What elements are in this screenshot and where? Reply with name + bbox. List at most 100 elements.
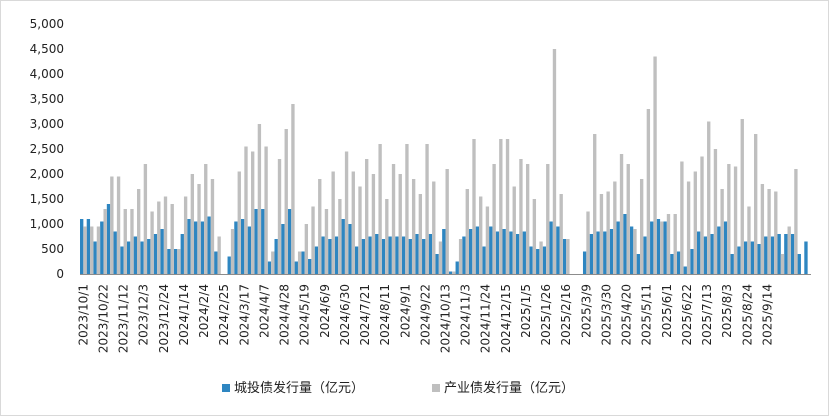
x-tick-label: 2023/11/12 — [117, 284, 131, 353]
bar-chanye — [96, 226, 101, 274]
bar-chengtou — [529, 246, 533, 274]
bar-chanye — [257, 124, 262, 274]
x-tick-label: 2024/3/17 — [237, 284, 251, 346]
bar-chanye — [378, 144, 382, 274]
bar-chengtou — [435, 254, 439, 274]
bar-chengtou — [254, 209, 258, 274]
bar-chanye — [539, 241, 543, 274]
bar-chengtou — [536, 249, 540, 274]
bar-chanye — [532, 199, 537, 274]
x-tick-label: 2024/9/22 — [418, 284, 432, 346]
bar-chengtou — [173, 249, 178, 274]
x-tick-label: 2024/6/9 — [318, 284, 332, 338]
bar-chanye — [794, 169, 798, 274]
bar-chanye — [760, 184, 765, 274]
bar-chengtou — [321, 236, 325, 274]
bar-chengtou — [676, 251, 681, 274]
bar-chengtou — [589, 234, 594, 274]
x-tick-label: 2024/11/3 — [459, 284, 473, 346]
bar-chanye — [83, 226, 87, 274]
bar-chanye — [90, 226, 94, 274]
bar-chanye — [639, 179, 644, 274]
x-tick-label: 2023/10/1 — [76, 284, 90, 346]
bar-chengtou — [247, 226, 252, 274]
bar-chanye — [666, 214, 671, 274]
x-axis: 2023/10/1 2023/10/22 2023/11/12 2023/12/3 20… — [76, 274, 811, 353]
bar-chengtou — [468, 229, 473, 274]
bar-chanye — [163, 196, 168, 274]
x-tick-label: 2024/2/25 — [217, 284, 231, 346]
bar-chengtou — [301, 251, 305, 274]
bar-chengtou — [737, 246, 741, 274]
bar-chengtou — [328, 239, 332, 274]
bar-chengtou — [629, 226, 634, 274]
bar-chanye — [365, 159, 369, 274]
bar-chengtou — [636, 254, 640, 274]
bar-chengtou — [207, 216, 211, 274]
bar-chanye — [546, 164, 550, 274]
bar-chengtou — [234, 221, 238, 274]
bar-chanye — [680, 161, 684, 274]
bar-chengtou — [261, 209, 265, 274]
bar-chengtou — [113, 231, 117, 274]
bar-chanye — [673, 214, 677, 274]
x-tick-label: 2025/2/16 — [559, 284, 573, 346]
bar-chengtou — [133, 236, 137, 274]
bar-chengtou — [448, 271, 453, 274]
bar-chengtou — [126, 241, 131, 274]
legend-item-chanye: 产业债发行量（亿元） — [444, 380, 574, 396]
bar-chanye — [217, 236, 221, 274]
bar-chanye — [653, 56, 657, 274]
bar-chengtou — [797, 254, 801, 274]
bar-chanye — [512, 186, 516, 274]
bar-chanye — [351, 171, 355, 274]
bar-chengtou — [120, 246, 124, 274]
bar-chengtou — [200, 221, 205, 274]
bar-chanye — [452, 271, 456, 274]
bar-chengtou — [784, 234, 788, 274]
bar-chengtou — [582, 251, 587, 274]
bar-chanye — [505, 139, 510, 274]
x-tick-label: 2025/6/1 — [660, 284, 674, 338]
bar-chengtou — [743, 241, 748, 274]
bar-chanye — [391, 164, 396, 274]
x-tick-label: 2025/9/14 — [760, 284, 774, 346]
bar-chengtou — [368, 236, 372, 274]
bar-chanye — [720, 189, 724, 274]
bar-chanye — [780, 254, 785, 274]
bar-chanye — [693, 171, 697, 274]
y-tick-label: 500 — [41, 242, 64, 256]
x-tick-label: 2025/3/30 — [599, 284, 613, 346]
bar-chanye — [318, 179, 322, 274]
y-tick-label: 1,500 — [30, 192, 64, 206]
bar-chengtou — [354, 246, 359, 274]
bar-chengtou — [790, 234, 795, 274]
bar-chanye — [311, 206, 315, 274]
x-tick-label: 2025/4/20 — [620, 284, 634, 346]
bar-chanye — [251, 151, 255, 274]
y-tick-label: 2,000 — [30, 167, 64, 181]
bar-chanye — [304, 224, 309, 274]
legend-swatch — [222, 384, 230, 392]
bar-chengtou — [730, 254, 734, 274]
bar-chengtou — [214, 251, 218, 274]
bar-chanye — [157, 201, 161, 274]
y-tick-label: 0 — [56, 267, 64, 281]
bar-chengtou — [750, 241, 754, 274]
bar-chengtou — [723, 221, 728, 274]
bar-chengtou — [455, 261, 459, 274]
bar-chengtou — [757, 244, 761, 274]
x-tick-label: 2025/6/22 — [680, 284, 694, 346]
bar-chengtou — [147, 239, 151, 274]
bar-chengtou — [388, 236, 392, 274]
bar-chengtou — [227, 256, 231, 274]
bar-chengtou — [609, 229, 614, 274]
bar-chengtou — [106, 204, 111, 274]
bar-chanye — [713, 149, 718, 274]
y-axis: 0 500 1,000 1,500 2,000 2,500 3,000 3,500 4,000 4… — [30, 17, 64, 281]
bar-chanye — [707, 121, 711, 274]
bar-chanye — [525, 164, 530, 274]
x-tick-label: 2024/5/19 — [298, 284, 312, 346]
bar-chanye — [331, 171, 335, 274]
bar-chanye — [210, 179, 215, 274]
